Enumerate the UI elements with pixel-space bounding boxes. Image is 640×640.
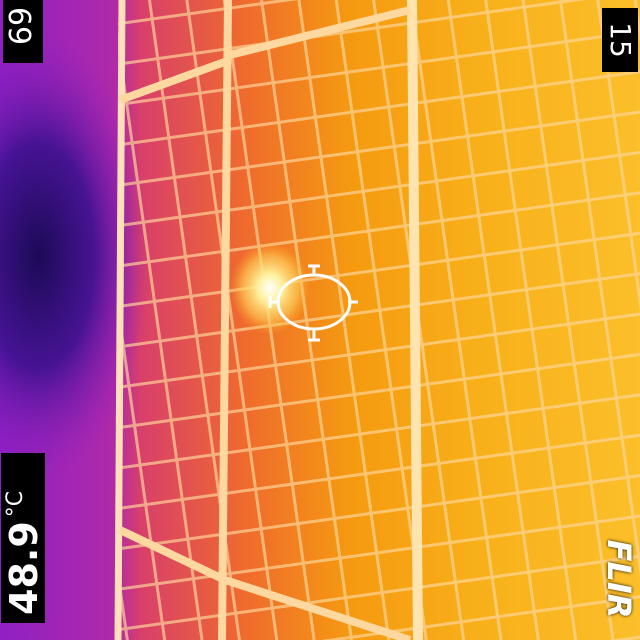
panel-frame-3 <box>407 0 423 640</box>
panel-frame-h2 <box>229 6 411 59</box>
hotspot <box>230 242 310 334</box>
panel-frame-2 <box>218 0 232 640</box>
spot-meter-crosshair-ellipse-icon <box>268 264 358 342</box>
scale-max-label: 69 <box>3 0 43 63</box>
panel-frame-h3 <box>118 526 227 584</box>
flir-logo: FLIR <box>600 539 638 619</box>
solar-panel-array <box>114 0 640 640</box>
scale-min-label: 15 <box>602 8 638 72</box>
panel-frame-h1 <box>118 56 232 104</box>
panel-frame-h4 <box>223 576 412 640</box>
spot-temperature-value: 48.9 <box>2 521 46 615</box>
spot-temperature-unit: °C <box>3 490 28 518</box>
spot-temperature-readout: 48.9 °C <box>1 453 46 623</box>
